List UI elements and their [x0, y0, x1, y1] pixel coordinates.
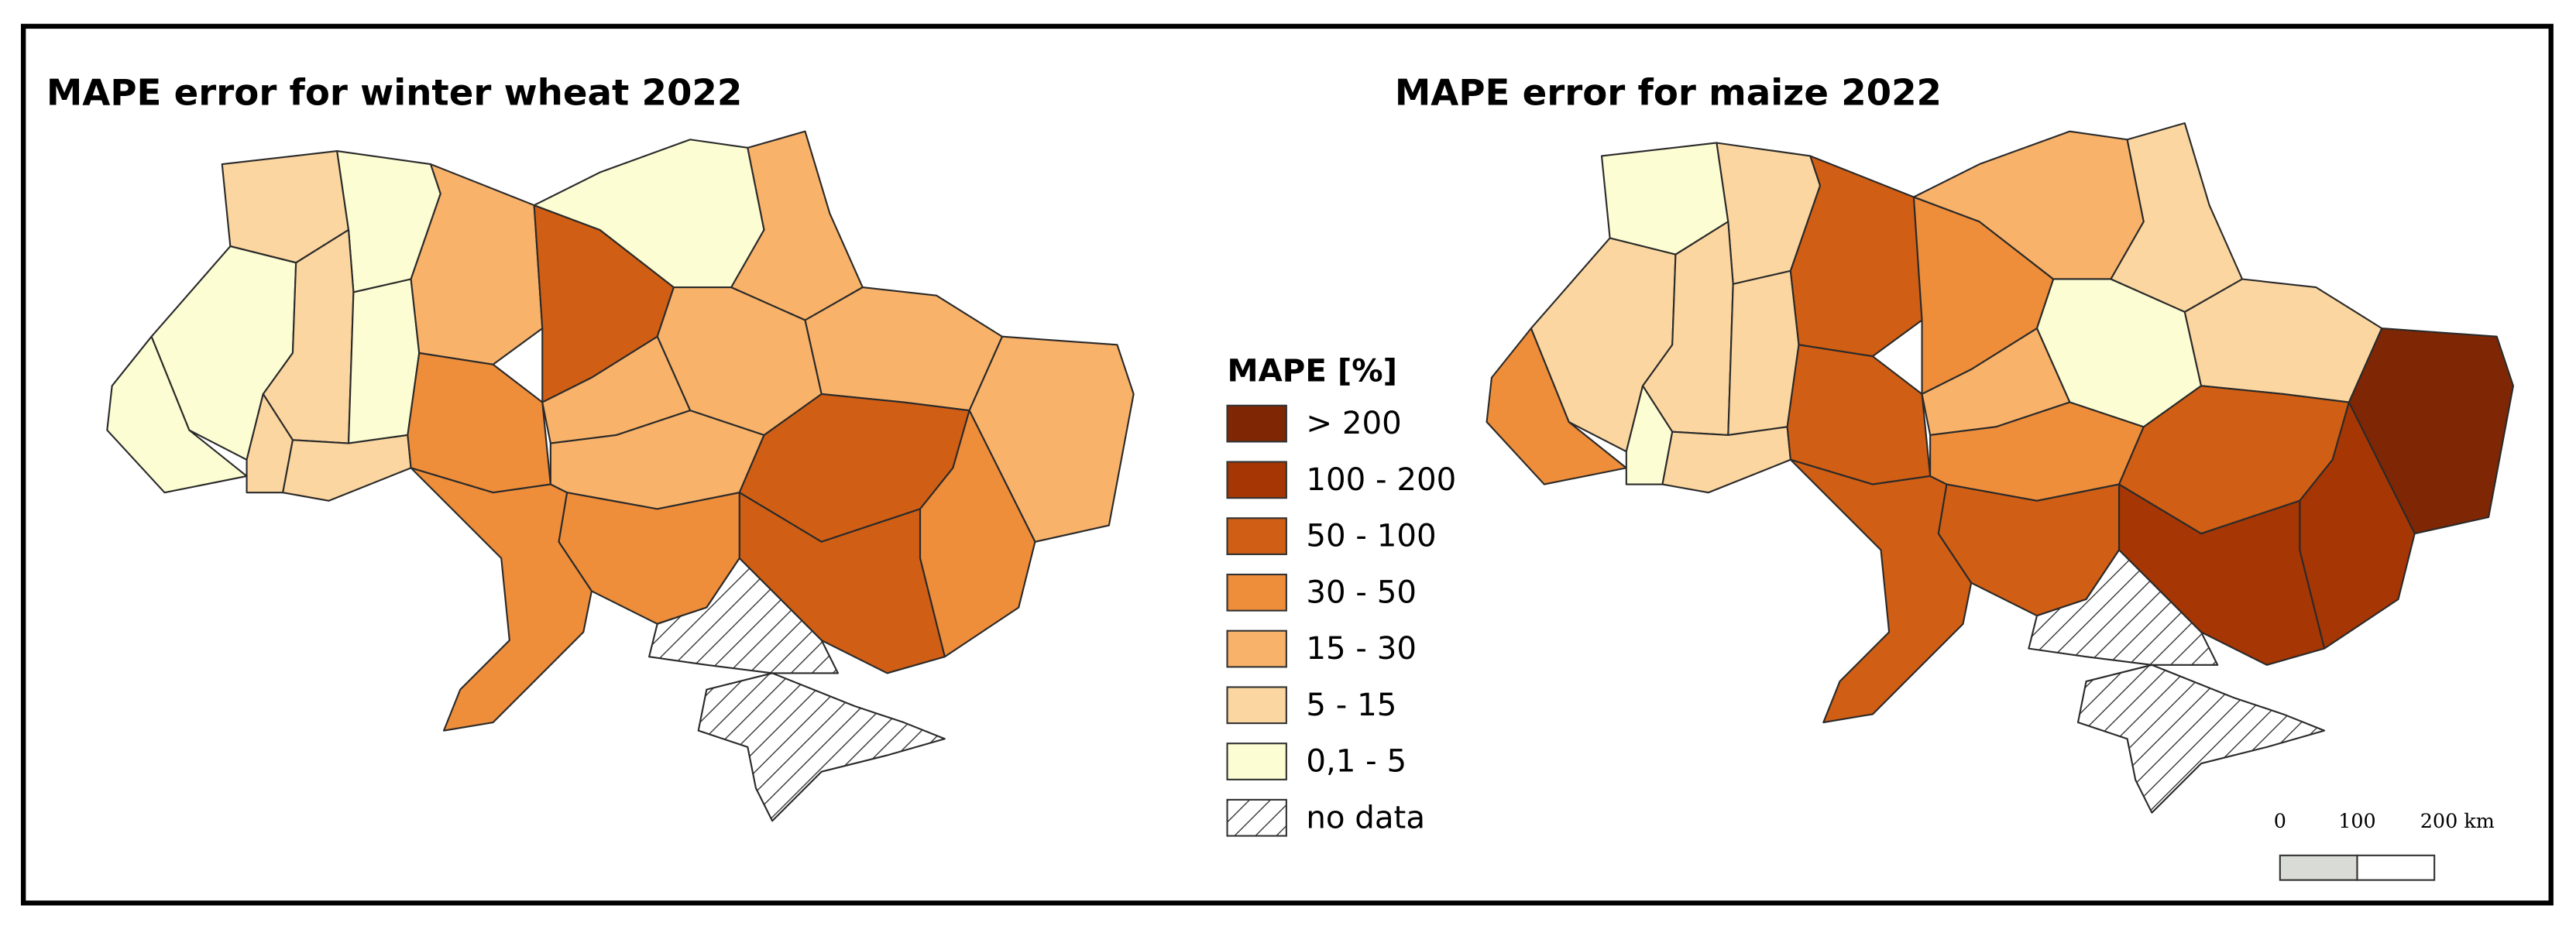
map-title: MAPE error for maize 2022	[1395, 73, 1942, 115]
legend-swatch	[1226, 404, 1287, 443]
map-title: MAPE error for winter wheat 2022	[46, 73, 742, 115]
scale-segment	[2279, 854, 2358, 881]
legend: MAPE [%] > 200 100 - 200 50 - 100 30 - 50 15…	[1226, 352, 1456, 837]
legend-swatch	[1226, 573, 1287, 612]
region	[1789, 458, 1973, 724]
scale-label: 200 km	[2420, 809, 2495, 832]
scale-segment	[2356, 854, 2436, 881]
legend-label: 50 - 100	[1306, 518, 1436, 554]
legend-label: 100 - 200	[1306, 461, 1456, 498]
region	[2028, 549, 2219, 666]
legend-swatch	[1226, 743, 1287, 780]
region	[410, 467, 592, 732]
legend-swatch	[1226, 517, 1287, 555]
legend-label: 5 - 15	[1306, 687, 1396, 723]
region	[2076, 664, 2326, 814]
region	[697, 672, 946, 822]
scale-label: 100	[2338, 809, 2376, 832]
map	[106, 130, 1135, 822]
legend-swatch	[1226, 798, 1287, 837]
legend-label: 30 - 50	[1306, 574, 1417, 610]
legend-label: 0,1 - 5	[1306, 743, 1406, 780]
legend-swatch	[1226, 461, 1287, 499]
legend-title: MAPE [%]	[1228, 352, 1398, 389]
region	[648, 557, 840, 674]
map	[1485, 122, 2515, 814]
region	[1727, 269, 1800, 437]
legend-label: > 200	[1306, 405, 1401, 441]
legend-swatch	[1226, 686, 1287, 725]
scale-bar: 0 100 200 km	[2274, 809, 2495, 881]
scale-label: 0	[2274, 809, 2286, 832]
region	[347, 278, 421, 444]
legend-label: no data	[1306, 799, 1425, 835]
legend-label: 15 - 30	[1306, 630, 1417, 667]
legend-swatch	[1226, 629, 1287, 668]
